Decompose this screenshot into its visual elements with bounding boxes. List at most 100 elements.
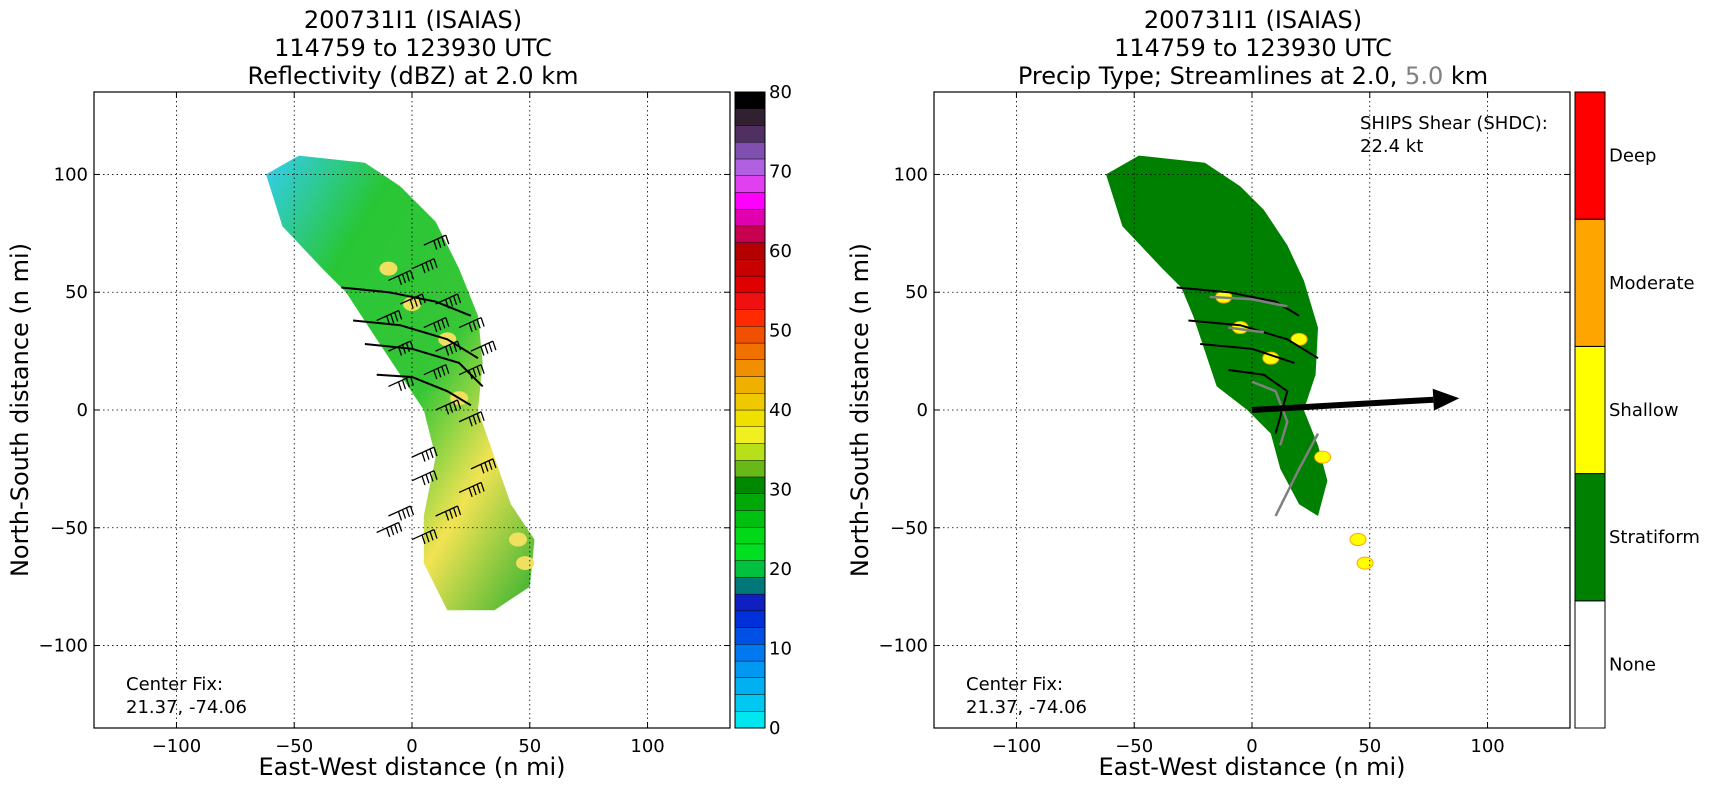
y-tick-label: −100 — [879, 636, 928, 657]
colorbar-segment — [734, 125, 766, 143]
y-tick-label: 50 — [65, 282, 88, 303]
colorbar-segment — [734, 359, 766, 377]
wind-barb — [388, 269, 415, 286]
shallow-precip-cell — [1349, 533, 1367, 547]
panel1-plot-area: −100 −50 0 50 100 −100 −50 0 50 100 — [39, 92, 730, 757]
stratiform-echo-region — [1106, 155, 1328, 516]
colorbar-tick-label: 70 — [769, 162, 792, 183]
colorbar-segment — [734, 694, 766, 712]
x-tick-label: −100 — [152, 736, 201, 757]
shear-vector-shaft — [1251, 396, 1434, 413]
x-tick-label: 0 — [1246, 736, 1257, 757]
colorbar-tick-label: 10 — [769, 639, 792, 660]
colorbar-segment — [734, 493, 766, 511]
x-tick-label: 50 — [1358, 736, 1381, 757]
panel2-data-layer — [934, 92, 1570, 728]
precip-category-swatch — [1574, 345, 1606, 475]
colorbar-tick-label: 60 — [769, 241, 792, 262]
reflectivity-colorbar: 0 10 20 30 40 50 60 70 80 — [734, 82, 792, 739]
colorbar-tick-label: 50 — [769, 321, 792, 342]
colorbar-segment — [734, 292, 766, 310]
colorbar-segment — [734, 192, 766, 210]
wind-barb — [388, 375, 415, 392]
reflectivity-cell — [509, 532, 527, 547]
panel1-data-layer — [94, 92, 730, 728]
panel2-title-line3: Precip Type; Streamlines at 2.0, 5.0 km — [1018, 62, 1488, 90]
wind-barb — [423, 316, 450, 333]
reflectivity-cell — [516, 556, 535, 571]
y-tick-label: 100 — [54, 164, 88, 185]
x-tick-label: −50 — [1115, 736, 1153, 757]
shallow-precip-cell — [1290, 332, 1308, 346]
colorbar-segment — [734, 409, 766, 427]
y-tick-label: 100 — [894, 164, 928, 185]
precip-category-swatch — [1574, 473, 1606, 602]
panel1-x-axis-label: East-West distance (n mi) — [258, 753, 565, 781]
shallow-precip-cell — [1356, 556, 1374, 570]
colorbar-segment — [734, 476, 766, 494]
precip-category-label: Stratiform — [1609, 527, 1700, 548]
colorbar-segment — [734, 158, 766, 176]
streamline-5km — [1228, 326, 1264, 334]
wind-barb — [435, 505, 462, 521]
wind-barb — [458, 481, 485, 498]
colorbar-segment — [734, 610, 766, 628]
panel2-shear-label: SHIPS Shear (SHDC): — [1360, 113, 1548, 134]
precip-category-swatch — [1574, 600, 1606, 729]
colorbar-segment — [734, 108, 766, 126]
colorbar-segment — [734, 627, 766, 645]
reflectivity-echo-region — [266, 155, 535, 611]
streamline — [376, 373, 472, 407]
precip-category-label: Deep — [1609, 146, 1656, 167]
panel2-title-line3-suffix: km — [1443, 62, 1488, 90]
colorbar-segment — [734, 543, 766, 561]
colorbar-segment — [734, 393, 766, 411]
colorbar-segment — [734, 577, 766, 595]
streamline-5km — [1274, 433, 1320, 517]
streamline-2km — [1176, 286, 1300, 317]
wind-barb — [435, 399, 462, 415]
colorbar-segment — [734, 660, 766, 678]
colorbar-segment — [734, 560, 766, 578]
wind-barb — [458, 316, 485, 333]
x-tick-label: −100 — [992, 736, 1041, 757]
panel2-title-line1: 200731I1 (ISAIAS) — [1144, 6, 1362, 34]
wind-barb — [411, 528, 438, 545]
y-tick-label: −100 — [39, 636, 88, 657]
streamline-5km — [1209, 295, 1288, 308]
reflectivity-panel: 200731I1 (ISAIAS) 114759 to 123930 UTC R… — [6, 6, 792, 781]
x-tick-label: 100 — [1470, 736, 1504, 757]
y-tick-label: −50 — [890, 518, 928, 539]
wind-barb — [458, 411, 485, 427]
colorbar-segment — [734, 376, 766, 394]
wind-barb — [458, 364, 485, 380]
colorbar-segment — [734, 711, 766, 729]
wind-barb — [376, 521, 403, 538]
colorbar-segment — [734, 644, 766, 662]
colorbar-segment — [734, 677, 766, 695]
colorbar-segment — [734, 142, 766, 160]
streamline — [341, 286, 472, 317]
precip-category-label: Moderate — [1609, 273, 1695, 294]
wind-barb — [470, 340, 497, 356]
colorbar-segment — [734, 259, 766, 277]
x-tick-label: 0 — [406, 736, 417, 757]
wind-barb — [435, 340, 462, 356]
panel1-title-line1: 200731I1 (ISAIAS) — [304, 6, 522, 34]
x-tick-label: 100 — [630, 736, 664, 757]
colorbar-segment — [734, 593, 766, 612]
panel2-y-axis-label: North-South distance (n mi) — [846, 243, 874, 577]
y-tick-label: −50 — [50, 518, 88, 539]
reflectivity-cell — [379, 261, 398, 276]
colorbar-tick-label: 20 — [769, 559, 792, 580]
y-tick-label: 0 — [917, 400, 928, 421]
colorbar-segment — [734, 426, 766, 444]
colorbar-segment — [734, 326, 766, 344]
wind-barb — [423, 234, 450, 250]
x-tick-label: −50 — [275, 736, 313, 757]
precip-category-swatch — [1574, 91, 1606, 220]
colorbar-segment — [734, 91, 766, 109]
wind-barb — [388, 505, 415, 521]
shallow-precip-cell — [1314, 450, 1332, 464]
panel2-title-line3-gray: 5.0 — [1405, 62, 1443, 90]
